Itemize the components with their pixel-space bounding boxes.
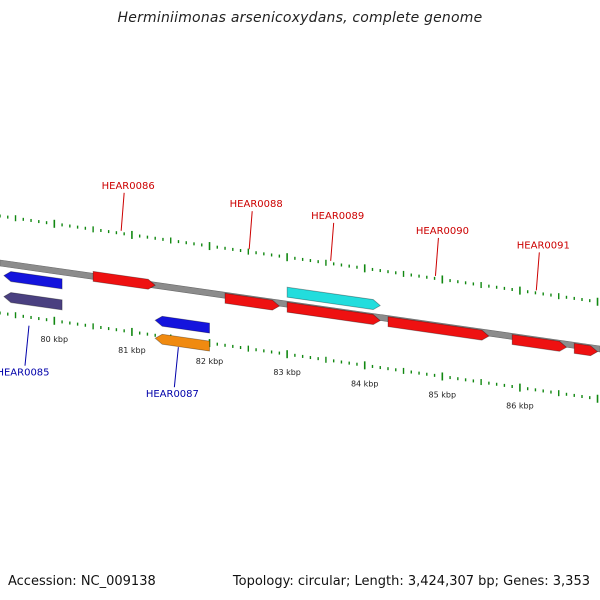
gene-label[interactable]: HEAR0086 (102, 181, 155, 192)
gene-label[interactable]: HEAR0088 (230, 199, 283, 210)
gene-label-leader (120, 192, 125, 231)
scale-labels-layer: 80 kbp 81 kbp 82 kbp 83 kbp 84 kbp 85 kbp 86 k… (41, 335, 534, 411)
gene-arrow[interactable] (3, 271, 63, 290)
gene-label[interactable]: HEAR0085 (0, 368, 50, 379)
gene-label-leader (434, 237, 439, 276)
gene-labels-layer: HEAR0085 HEAR0086 HEAR0087 HEAR0088 HEAR0089… (0, 181, 570, 400)
gene-label-leader (173, 347, 179, 388)
inner-tick-ring (0, 311, 599, 403)
gene-arrow[interactable] (154, 315, 210, 334)
topology-text: Topology: circular; Length: 3,424,307 bp… (232, 574, 590, 589)
scale-label: 86 kbp (506, 402, 534, 411)
gene-arrow[interactable] (92, 270, 156, 290)
gene-arrow[interactable] (224, 292, 281, 311)
gene-arrow[interactable] (387, 316, 490, 341)
gene-arrow[interactable] (286, 301, 381, 325)
gene-label[interactable]: HEAR0090 (416, 226, 469, 237)
gene-arrow[interactable] (154, 333, 210, 352)
gene-label-leader (330, 222, 335, 261)
gene-label[interactable]: HEAR0089 (311, 211, 364, 222)
gene-label-leader (24, 325, 30, 366)
outer-tick-ring (0, 214, 599, 306)
gene-label-leader (248, 211, 253, 250)
gene-label[interactable]: HEAR0091 (517, 240, 570, 251)
scale-label: 83 kbp (273, 368, 301, 377)
gene-arrow[interactable] (573, 342, 599, 357)
scale-label: 80 kbp (41, 335, 69, 344)
gene-arrow[interactable] (511, 334, 568, 352)
accession-text: Accession: NC_009138 (8, 574, 156, 589)
gene-arrow[interactable] (286, 286, 381, 310)
map-title: Herminiimonas arsenicoxydans, complete g… (117, 10, 483, 26)
gene-label-leader (535, 252, 540, 291)
scale-label: 81 kbp (118, 346, 146, 355)
gene-arrow[interactable] (3, 292, 63, 311)
gene-label[interactable]: HEAR0087 (146, 389, 199, 400)
scale-label: 84 kbp (351, 379, 379, 388)
scale-label: 82 kbp (196, 357, 224, 366)
gene-layer (3, 270, 599, 357)
scale-label: 85 kbp (429, 390, 457, 399)
